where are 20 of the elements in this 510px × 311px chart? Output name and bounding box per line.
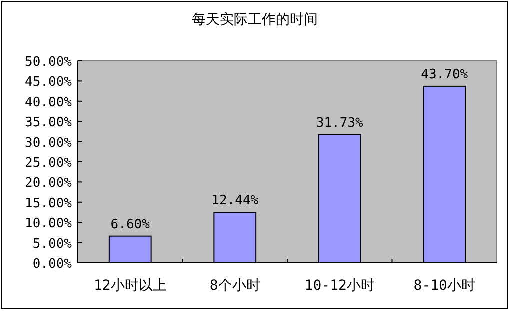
data-label: 12.44% [212, 194, 259, 209]
x-tick-label: 10-12小时 [304, 278, 375, 294]
x-tick-label: 8-10小时 [414, 278, 476, 294]
y-tick-label: 15.00% [25, 196, 72, 212]
y-tick-label: 20.00% [25, 176, 72, 192]
y-tick-label: 50.00% [25, 55, 72, 70]
x-tick-label: 12小时以上 [94, 278, 167, 294]
y-tick-label: 5.00% [32, 236, 72, 252]
y-tick-label: 40.00% [25, 95, 72, 110]
y-tick-label: 45.00% [25, 75, 72, 90]
data-label: 6.60% [110, 217, 150, 232]
y-tick-label: 30.00% [25, 136, 72, 151]
data-label: 31.73% [316, 116, 364, 131]
y-tick-label: 10.00% [25, 216, 72, 232]
y-tick-label: 25.00% [25, 156, 72, 171]
chart-title: 每天实际工作的时间 [192, 12, 318, 28]
x-tick-label: 8个小时 [210, 278, 260, 294]
y-tick-label: 0.00% [32, 257, 72, 272]
y-tick-label: 35.00% [25, 116, 72, 131]
data-label: 43.70% [421, 67, 468, 82]
